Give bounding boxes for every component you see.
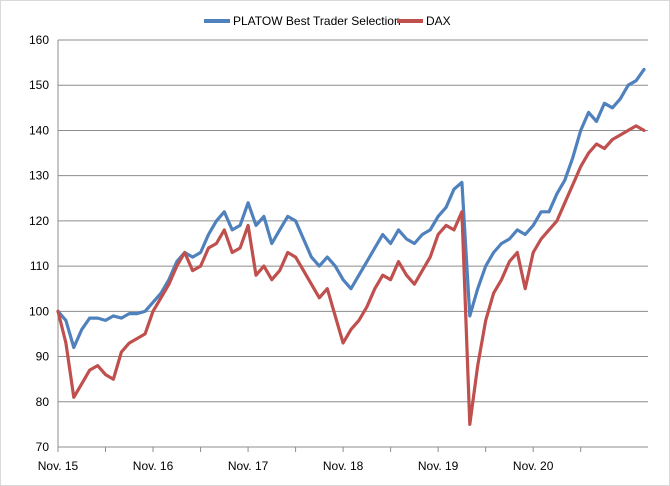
grid-layer bbox=[58, 39, 648, 448]
y-tick-label: 140 bbox=[29, 123, 49, 137]
x-tick-label: Nov. 18 bbox=[323, 459, 364, 473]
y-tick-label: 80 bbox=[36, 395, 50, 409]
y-tick-label: 130 bbox=[29, 169, 49, 183]
axis-layer: 70 80 90 100 110 120 130 140 150 160 Nov. 15 Nov. 1… bbox=[29, 33, 648, 473]
legend-label-platow: PLATOW Best Trader Selection bbox=[233, 14, 401, 28]
legend: PLATOW Best Trader Selection DAX bbox=[204, 14, 451, 28]
series-layer bbox=[56, 67, 646, 426]
y-tick-label: 110 bbox=[30, 259, 49, 273]
y-tick-label: 150 bbox=[29, 78, 49, 92]
y-tick-label: 70 bbox=[36, 440, 50, 454]
x-tick-label: Nov. 16 bbox=[133, 459, 174, 473]
y-tick-label: 100 bbox=[29, 304, 49, 318]
x-tick-label: Nov. 19 bbox=[418, 459, 459, 473]
legend-label-dax: DAX bbox=[426, 14, 451, 28]
x-tick-label: Nov. 15 bbox=[38, 459, 79, 473]
y-tick-label: 90 bbox=[36, 350, 50, 364]
series-line-dax bbox=[56, 124, 646, 426]
x-tick-label: Nov. 20 bbox=[513, 459, 554, 473]
series-line-platow bbox=[56, 67, 646, 350]
y-tick-label: 120 bbox=[29, 214, 49, 228]
y-tick-label: 160 bbox=[29, 33, 49, 47]
x-tick-label: Nov. 17 bbox=[228, 459, 269, 473]
